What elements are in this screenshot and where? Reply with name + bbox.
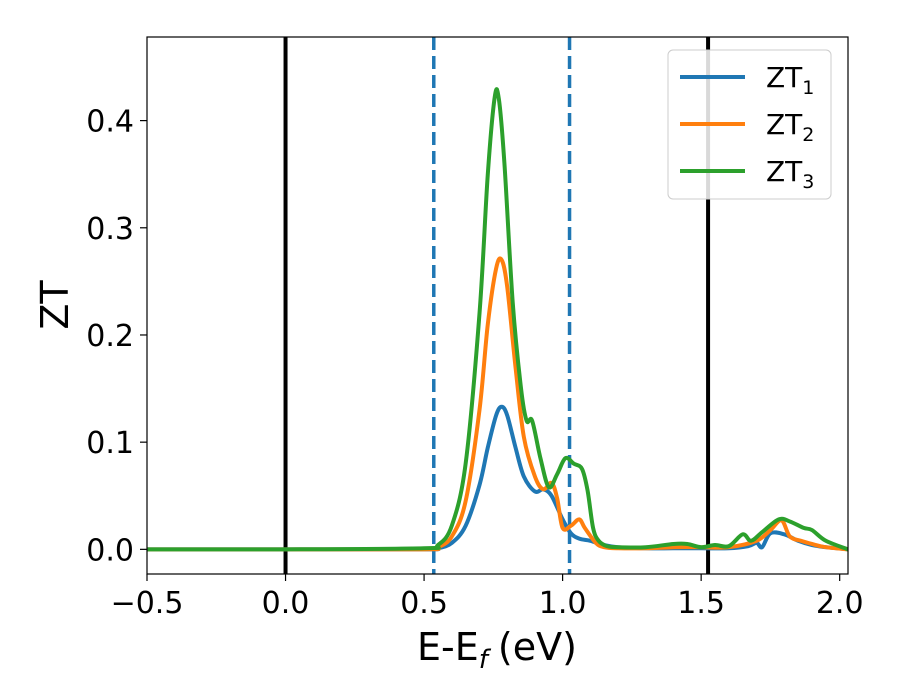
y-tick-label: 0.0 [86,533,134,568]
x-axis: −0.5 0.0 0.5 1.0 1.5 2.0 [111,574,864,621]
x-tick-label: 2.0 [816,586,864,621]
legend-box [667,49,832,200]
x-tick-label: 1.5 [677,586,725,621]
y-axis: 0.0 0.1 0.2 0.3 0.4 [86,105,147,568]
x-axis-label: E-Ef (eV) [417,625,577,675]
series-lines [147,87,848,552]
legend-entry-1: ZT1 [680,61,814,99]
y-axis-label: ZT [33,280,77,330]
legend-label: ZT1 [766,61,814,99]
legend-entry-2: ZT2 [680,108,814,146]
series-line-zt1 [147,404,848,552]
y-tick-label: 0.4 [86,105,134,140]
y-tick-label: 0.1 [86,426,134,461]
x-tick-label: −0.5 [111,586,184,621]
x-tick-label: 0.0 [262,586,310,621]
series-line-zt2 [147,256,848,552]
y-tick-label: 0.2 [86,319,134,354]
reference-lines [283,37,711,574]
legend-label: ZT2 [766,108,814,146]
series-line-zt3 [147,87,848,552]
x-tick-label: 0.5 [400,586,448,621]
x-tick-label: 1.0 [539,586,587,621]
legend-label: ZT3 [766,155,814,193]
legend: ZT1 ZT2 ZT3 [667,49,832,200]
plot-frame [146,36,849,575]
legend-entry-3: ZT3 [680,155,814,193]
y-tick-label: 0.3 [86,212,134,247]
